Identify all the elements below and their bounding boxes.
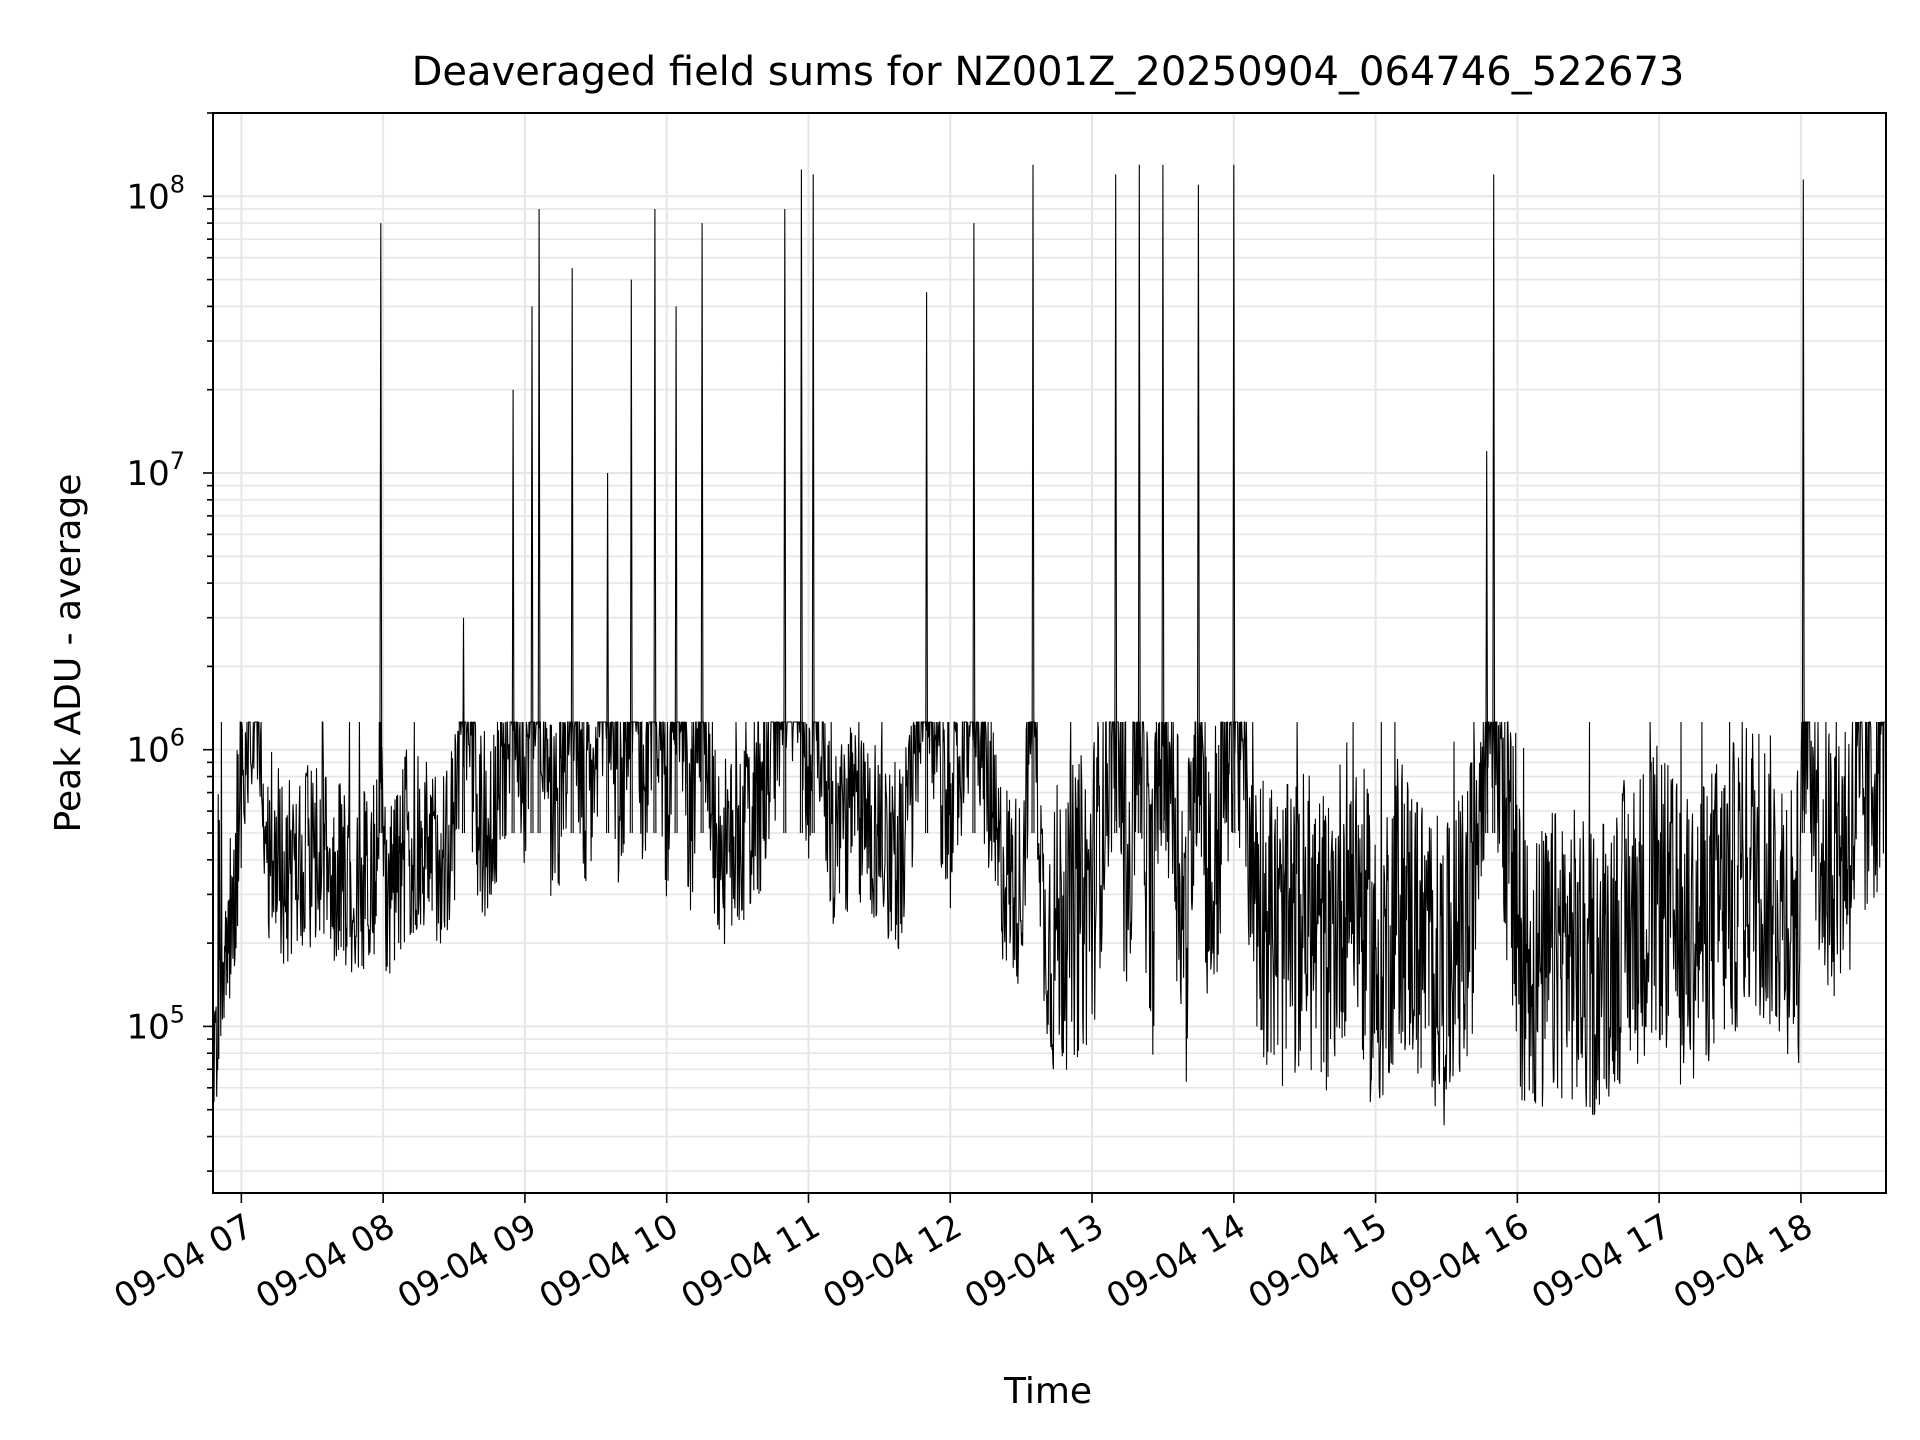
plot-area	[213, 164, 1886, 1126]
y-tick-label: 107	[126, 447, 185, 494]
y-tick-label-exponent: 7	[170, 447, 185, 475]
x-axis-label: Time	[1003, 1371, 1092, 1412]
y-tick-label-base: 10	[126, 1007, 169, 1047]
series-line-peak-adu	[213, 164, 1886, 1126]
y-axis-label: Peak ADU - average	[48, 474, 89, 833]
y-tick-label-base: 10	[126, 731, 169, 771]
y-tick-label: 106	[126, 724, 185, 771]
y-tick-label-base: 10	[126, 177, 169, 217]
plot-frame	[212, 112, 1887, 1194]
y-tick-label-base: 10	[126, 454, 169, 494]
y-tick-label-exponent: 5	[170, 1000, 185, 1028]
y-tick-label-exponent: 8	[170, 170, 185, 198]
y-tick-label: 108	[126, 170, 185, 217]
y-tick-label: 105	[126, 1000, 185, 1047]
y-tick-label-exponent: 6	[170, 724, 185, 752]
chart-title: Deaveraged field sums for NZ001Z_2025090…	[412, 49, 1685, 95]
